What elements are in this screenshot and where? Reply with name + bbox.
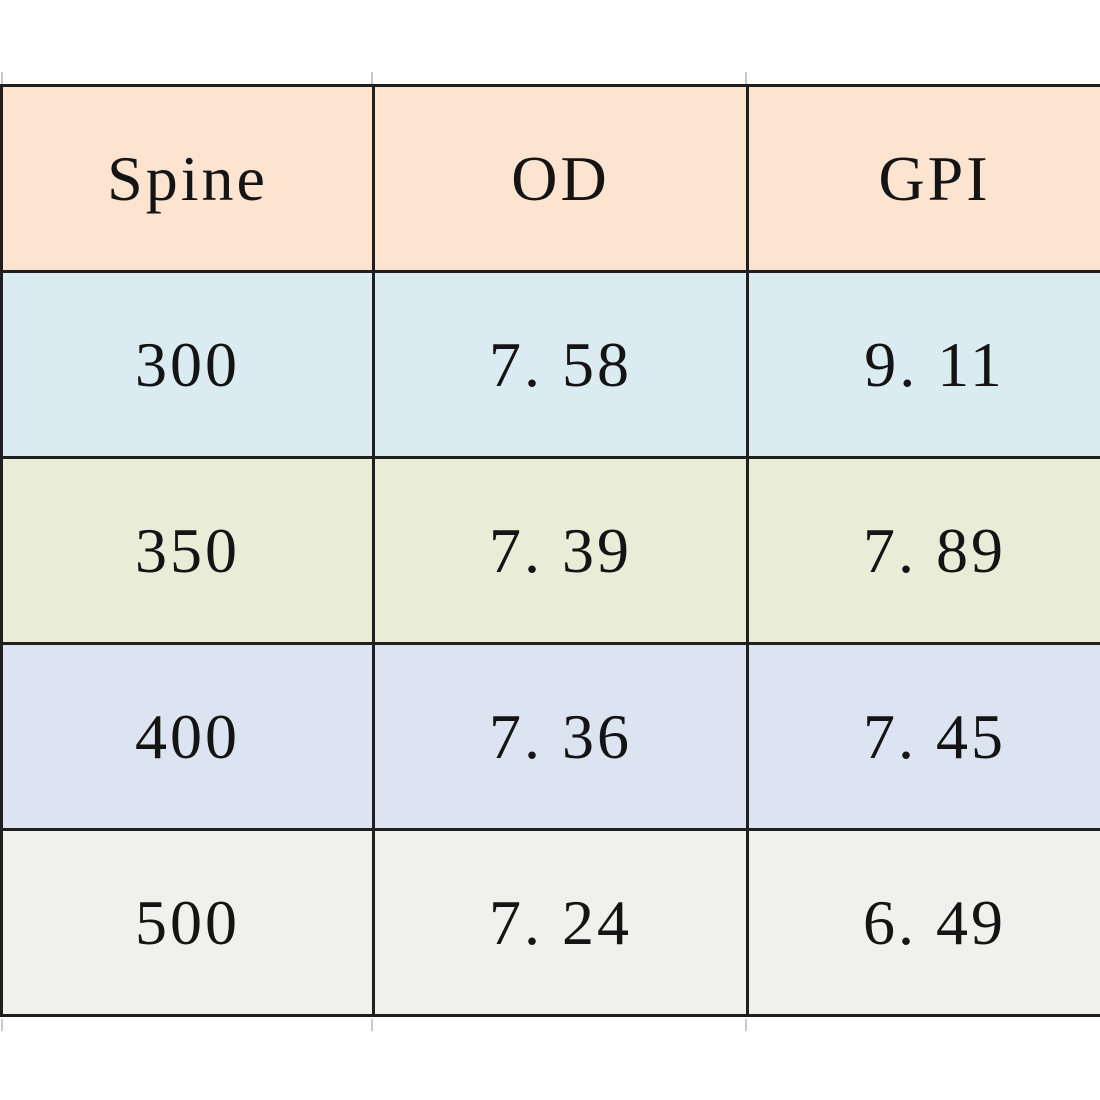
table-row: 400 7. 36 7. 45 (0, 642, 1100, 831)
cell-spine-300: 300 (0, 270, 375, 459)
cell-gpi-350: 7. 89 (746, 456, 1100, 645)
table-row: 350 7. 39 7. 89 (0, 456, 1100, 645)
cell-gpi-400: 7. 45 (746, 642, 1100, 831)
cell-od-300: 7. 58 (372, 270, 749, 459)
grid-tick (1, 1019, 3, 1031)
cell-od-500: 7. 24 (372, 828, 749, 1017)
cell-od-400: 7. 36 (372, 642, 749, 831)
header-cell-gpi: GPI (746, 84, 1100, 273)
grid-tick (371, 1019, 373, 1031)
grid-tick (745, 72, 747, 84)
cell-gpi-500: 6. 49 (746, 828, 1100, 1017)
grid-tick (745, 1019, 747, 1031)
cell-gpi-300: 9. 11 (746, 270, 1100, 459)
grid-tick (1, 72, 3, 84)
cell-spine-500: 500 (0, 828, 375, 1017)
cell-od-350: 7. 39 (372, 456, 749, 645)
cell-spine-350: 350 (0, 456, 375, 645)
header-cell-od: OD (372, 84, 749, 273)
grid-tick (371, 72, 373, 84)
header-row: Spine OD GPI (0, 84, 1100, 273)
table-row: 500 7. 24 6. 49 (0, 828, 1100, 1017)
header-cell-spine: Spine (0, 84, 375, 273)
table-row: 300 7. 58 9. 11 (0, 270, 1100, 459)
cell-spine-400: 400 (0, 642, 375, 831)
spec-table: Spine OD GPI 300 7. 58 9. 11 350 7. 39 7… (0, 84, 1100, 1017)
